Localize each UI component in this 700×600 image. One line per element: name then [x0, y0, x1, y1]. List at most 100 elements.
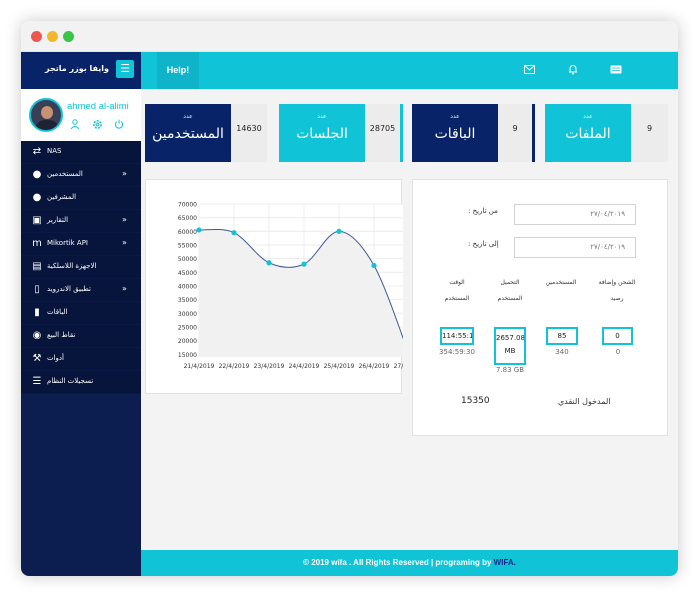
stat-card-divider: [532, 104, 535, 162]
x-tick-label: 21/4/2019: [184, 363, 215, 370]
x-tick-label: 22/4/2019: [219, 363, 250, 370]
user-name[interactable]: ahmed al-alimi: [67, 101, 129, 112]
rss-icon: ▤: [32, 261, 42, 272]
data-point[interactable]: [301, 261, 307, 267]
user-icon[interactable]: [69, 119, 81, 131]
cash-income-label: المدخول النقدي: [558, 397, 611, 406]
y-tick-label: 45000: [178, 270, 197, 277]
sidebar-item-label: المستخدمين: [47, 170, 83, 178]
x-tick-label: 25/4/2019: [324, 363, 355, 370]
sidebar-item[interactable]: ▤ الاجهزة اللاسلكية: [21, 256, 141, 279]
x-tick-label: 27/4/2019: [394, 363, 403, 370]
chevron-right-icon: »: [122, 284, 127, 293]
user-profile: ahmed al-alimi: [21, 89, 141, 141]
user-icon: ●: [32, 169, 42, 180]
charge-value-box: 0: [602, 327, 633, 345]
sidebar-item[interactable]: ▯ تطبيق الاندرويد »: [21, 279, 141, 302]
wrench-icon: ⚒: [32, 353, 42, 364]
time-value-box: 114:55:1: [440, 327, 474, 345]
keyboard-icon[interactable]: [609, 64, 623, 78]
users-value-box: 85: [546, 327, 578, 345]
list-icon: ☰: [32, 376, 42, 387]
sidebar-item[interactable]: ☰ تسجيلات النظام: [21, 371, 141, 394]
time-total: 354:59:30: [439, 348, 475, 356]
sidebar-item-label: نقاط البيع: [47, 331, 76, 339]
y-tick-label: 55000: [178, 242, 197, 249]
y-tick-label: 50000: [178, 256, 197, 263]
sidebar-item-label: المشرفين: [47, 193, 77, 201]
minimize-window-button[interactable]: [47, 31, 58, 42]
column-header-users: المستخدمين: [545, 279, 577, 286]
data-point[interactable]: [336, 228, 342, 234]
close-window-button[interactable]: [31, 31, 42, 42]
x-tick-label: 23/4/2019: [254, 363, 285, 370]
brand-title: وايفا بوزر ماتجر: [45, 64, 109, 73]
report-panel: : من تاريخ ٢٧/٠٤/٢٠١٩ : إلى تاريخ ٢٧/٠٤/…: [412, 179, 668, 436]
y-tick-label: 25000: [178, 324, 197, 331]
stat-card-files-title: عدد الملفات: [545, 104, 631, 162]
bell-icon[interactable]: [566, 64, 580, 78]
sidebar-item-label: Mikortik API: [47, 239, 88, 247]
power-icon[interactable]: [113, 119, 125, 131]
chevron-right-icon: »: [122, 238, 127, 247]
report-icon: ▣: [32, 215, 42, 226]
footer-brand-link[interactable]: WIFA.: [493, 558, 516, 567]
sidebar-item-label: الاجهزة اللاسلكية: [47, 262, 97, 270]
stat-card-files[interactable]: عدد الملفات 9: [545, 104, 668, 162]
sidebar-item[interactable]: ● المستخدمين »: [21, 164, 141, 187]
data-point[interactable]: [266, 260, 272, 266]
data-point[interactable]: [371, 262, 377, 269]
shuffle-icon: ⇄: [32, 146, 42, 157]
admin-icon: ●: [32, 192, 42, 203]
sidebar: وايفا بوزر ماتجر ☰ ahmed al-alimi ⇄ N: [21, 52, 141, 576]
y-tick-label: 40000: [178, 283, 197, 290]
stat-card-divider: [400, 104, 403, 162]
stat-card-sessions-value: 28705: [365, 104, 400, 162]
gear-icon[interactable]: [91, 119, 103, 131]
stat-card-sessions-title: عدد الجلسات: [279, 104, 365, 162]
stat-card-users[interactable]: عدد المستخدمين 14630: [145, 104, 267, 162]
chart-panel: 15000 20000 25000 30000 35000 40000 45000 50000…: [145, 179, 425, 394]
stat-card-sessions[interactable]: عدد الجلسات 28705: [279, 104, 403, 162]
stat-card-packages[interactable]: عدد الباقات 9: [412, 104, 535, 162]
footer-copyright: © 2019 wifa . All Rights Reserved | prog…: [303, 558, 492, 567]
sidebar-item[interactable]: ▮ الباقات: [21, 302, 141, 325]
sidebar-brand: وايفا بوزر ماتجر ☰: [21, 52, 141, 89]
sidebar-item[interactable]: m Mikortik API »: [21, 233, 141, 256]
y-tick-label: 35000: [178, 297, 197, 304]
to-date-input[interactable]: ٢٧/٠٤/٢٠١٩: [514, 237, 636, 258]
app-window: وايفا بوزر ماتجر ☰ ahmed al-alimi ⇄ N: [21, 21, 678, 576]
window-titlebar: [21, 21, 678, 52]
map-marker-icon: ◉: [32, 330, 42, 341]
sidebar-item-label: التقارير: [47, 216, 69, 224]
cash-income-value: 15350: [461, 396, 490, 406]
charge-total: 0: [615, 348, 621, 356]
x-tick-label: 24/4/2019: [289, 363, 320, 370]
sidebar-item-label: تطبيق الاندرويد: [47, 285, 91, 293]
tablet-icon: ▮: [34, 307, 40, 318]
sidebar-item[interactable]: ◉ نقاط البيع: [21, 325, 141, 348]
sidebar-item[interactable]: ▣ التقارير »: [21, 210, 141, 233]
envelope-icon[interactable]: [522, 64, 536, 78]
sidebar-item[interactable]: ⚒ أدوات: [21, 348, 141, 371]
sidebar-item-label: تسجيلات النظام: [47, 377, 94, 385]
y-tick-label: 15000: [178, 352, 197, 359]
from-date-input[interactable]: ٢٧/٠٤/٢٠١٩: [514, 204, 636, 225]
sidebar-item-label: NAS: [47, 147, 62, 155]
sidebar-item[interactable]: ● المشرفين: [21, 187, 141, 210]
download-total: 7.83 GB: [495, 366, 525, 374]
series-area: [199, 229, 403, 357]
data-point[interactable]: [231, 230, 237, 236]
help-button[interactable]: Help!: [157, 52, 199, 89]
y-tick-label: 20000: [178, 338, 197, 345]
maximize-window-button[interactable]: [63, 31, 74, 42]
sidebar-item[interactable]: ⇄ NAS: [21, 141, 141, 164]
avatar[interactable]: [29, 98, 63, 132]
hamburger-icon[interactable]: ☰: [116, 60, 134, 78]
mobile-icon: ▯: [34, 284, 40, 295]
chevron-right-icon: »: [122, 215, 127, 224]
download-value-box: 2657.08 MB: [494, 327, 526, 365]
data-point[interactable]: [196, 227, 202, 233]
sidebar-menu: ⇄ NAS ● المستخدمين » ● المشرفين ▣ التقارير » m Miko…: [21, 141, 141, 394]
column-header-download: التحميل المستخدم: [497, 279, 523, 302]
